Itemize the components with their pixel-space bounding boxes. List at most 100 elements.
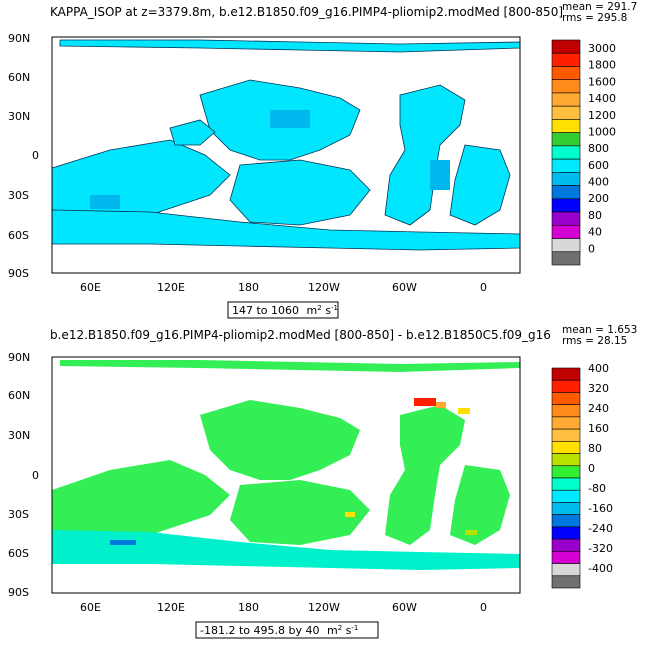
- colorbar-swatch: [551, 477, 581, 491]
- colorbar-label: -240: [588, 522, 613, 535]
- top-map-frame: [51, 36, 521, 274]
- colorbar-swatch: [551, 441, 581, 454]
- colorbar-label: 1600: [588, 75, 616, 88]
- colorbar-swatch: [551, 105, 581, 120]
- top-ytick: 90N: [8, 32, 30, 45]
- top-units-m: m: [307, 304, 318, 317]
- colorbar-label: 200: [588, 192, 609, 205]
- top-panel: KAPPA_ISOP at z=3379.8m, b.e12.B1850.f09…: [8, 1, 637, 319]
- top-mean: mean = 291.7: [562, 1, 637, 13]
- bottom-xtick: 120W: [308, 601, 340, 614]
- bottom-units-s: s: [342, 624, 351, 637]
- bottom-hotspot-red: [414, 398, 436, 406]
- bottom-ytick: 90N: [8, 351, 30, 364]
- top-xtick: 120W: [308, 281, 340, 294]
- colorbar-swatch: [551, 39, 581, 54]
- top-range-text: 147 to 1060 m2 s-1: [232, 304, 338, 317]
- bottom-units-sup1: 2: [338, 624, 342, 632]
- colorbar-label: 80: [588, 442, 602, 455]
- top-x-ticks: 60E 120E 180 120W 60W 0: [80, 281, 487, 294]
- top-colorbar: 3000180016001400120010008006004002008040…: [551, 39, 616, 266]
- bottom-xtick: 60W: [392, 601, 417, 614]
- colorbar-swatch: [551, 489, 581, 503]
- top-xtick: 120E: [157, 281, 185, 294]
- colorbar-label: 240: [588, 402, 609, 415]
- bottom-southern-ocean: [52, 530, 520, 570]
- top-xtick: 60E: [80, 281, 101, 294]
- top-xtick: 180: [238, 281, 259, 294]
- colorbar-label: 600: [588, 159, 609, 172]
- top-ytick: 0: [32, 149, 39, 162]
- colorbar-swatch: [551, 502, 581, 515]
- colorbar-swatch: [551, 465, 581, 479]
- colorbar-label: 400: [588, 362, 609, 375]
- colorbar-swatch: [551, 526, 581, 540]
- colorbar-swatch: [551, 538, 581, 552]
- colorbar-swatch: [551, 428, 581, 442]
- bottom-units-m: m: [327, 624, 338, 637]
- bottom-range-frame: [195, 621, 379, 639]
- bottom-range-value: -181.2 to 495.8 by 40: [200, 624, 319, 637]
- colorbar-swatch: [551, 416, 581, 430]
- colorbar-swatch: [551, 119, 581, 133]
- bottom-ytick: 30S: [8, 508, 29, 521]
- bottom-ytick: 60S: [8, 547, 29, 560]
- top-ytick: 30S: [8, 189, 29, 202]
- colorbar-swatch: [551, 66, 581, 81]
- colorbar-label: 40: [588, 226, 602, 239]
- colorbar-swatch: [551, 224, 581, 239]
- bottom-xtick: 180: [238, 601, 259, 614]
- bottom-atlantic-west: [385, 405, 465, 545]
- colorbar-swatch: [551, 211, 581, 226]
- top-units-s: s: [322, 304, 331, 317]
- bottom-map: [51, 356, 521, 594]
- colorbar-swatch: [551, 404, 581, 418]
- top-range-frame: [227, 301, 339, 319]
- top-maritime: [169, 119, 216, 146]
- top-units-sup2: -1: [331, 304, 338, 312]
- colorbar-swatch: [551, 198, 581, 213]
- bottom-map-frame: [51, 356, 521, 594]
- bottom-panel: b.e12.B1850.f09_g16.PIMP4-pliomip2.modMe…: [8, 324, 637, 639]
- colorbar-swatch: [551, 79, 581, 94]
- bottom-colorbar: 400 320 240 160 80 0 -80 -160 -240 -320 -400: [551, 362, 613, 589]
- bottom-xtick: 60E: [80, 601, 101, 614]
- top-y-ticks: 90N 60N 30N 0 30S 60S 90S: [8, 32, 39, 280]
- colorbar-swatch: [551, 514, 581, 528]
- colorbar-swatch: [551, 379, 581, 393]
- top-ytick: 30N: [8, 110, 30, 123]
- bottom-ytick: 90S: [8, 586, 29, 599]
- top-ocean-darker: [90, 110, 450, 209]
- colorbar-label: -320: [588, 542, 613, 555]
- top-range-value: 147 to 1060: [232, 304, 299, 317]
- colorbar-label: 80: [588, 209, 602, 222]
- colorbar-label: 0: [588, 462, 595, 475]
- bottom-y-ticks: 90N 60N 30N 0 30S 60S 90S: [8, 351, 39, 599]
- top-south-pacific: [229, 159, 371, 226]
- bottom-ocean-cyan: [52, 530, 520, 570]
- bottom-range-box: -181.2 to 495.8 by 40 m2 s-1: [195, 621, 379, 639]
- colorbar-swatch: [551, 158, 581, 173]
- bottom-range-text: -181.2 to 495.8 by 40 m2 s-1: [200, 624, 358, 637]
- colorbar-swatch: [551, 92, 581, 107]
- top-ocean-fields: [51, 39, 521, 251]
- bottom-x-ticks: 60E 120E 180 120W 60W 0: [80, 601, 487, 614]
- top-ytick: 90S: [8, 267, 29, 280]
- top-dark-patch-2: [90, 195, 120, 209]
- colorbar-label: 1400: [588, 92, 616, 105]
- colorbar-label: -160: [588, 502, 613, 515]
- top-xtick: 0: [480, 281, 487, 294]
- colorbar-label: 3000: [588, 42, 616, 55]
- top-range-box: 147 to 1060 m2 s-1: [227, 301, 339, 319]
- top-ytick: 60S: [8, 229, 29, 242]
- top-dark-patch-1: [270, 110, 310, 128]
- colorbar-label: 1000: [588, 125, 616, 138]
- top-title: KAPPA_ISOP at z=3379.8m, b.e12.B1850.f09…: [50, 5, 563, 19]
- bottom-south-pacific: [230, 480, 370, 545]
- bottom-xtick: 0: [480, 601, 487, 614]
- colorbar-swatch: [551, 551, 581, 564]
- colorbar-swatch: [551, 185, 581, 200]
- colorbar-swatch: [551, 453, 581, 467]
- bottom-xtick: 120E: [157, 601, 185, 614]
- colorbar-swatch: [551, 132, 581, 147]
